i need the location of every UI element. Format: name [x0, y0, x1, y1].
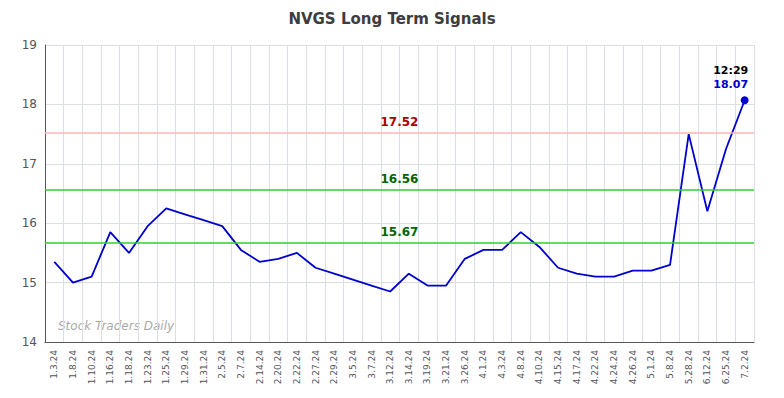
- svg-text:4.1.24: 4.1.24: [478, 350, 488, 379]
- svg-text:1.25.24: 1.25.24: [161, 350, 171, 385]
- svg-text:17.52: 17.52: [381, 115, 419, 129]
- svg-text:1.16.24: 1.16.24: [105, 350, 115, 385]
- svg-text:4.3.24: 4.3.24: [497, 350, 507, 379]
- svg-text:1.8.24: 1.8.24: [68, 350, 78, 379]
- svg-text:2.14.24: 2.14.24: [255, 350, 265, 385]
- svg-text:18.07: 18.07: [713, 78, 748, 91]
- svg-text:4.26.24: 4.26.24: [628, 350, 638, 385]
- svg-text:2.22.24: 2.22.24: [292, 350, 302, 385]
- svg-text:1.10.24: 1.10.24: [87, 350, 97, 385]
- svg-text:3.19.24: 3.19.24: [422, 350, 432, 385]
- svg-text:4.10.24: 4.10.24: [534, 350, 544, 385]
- svg-text:1.18.24: 1.18.24: [124, 350, 134, 385]
- svg-text:4.22.24: 4.22.24: [590, 350, 600, 385]
- svg-text:Stock Traders Daily: Stock Traders Daily: [58, 319, 175, 333]
- svg-text:NVGS Long Term Signals: NVGS Long Term Signals: [288, 10, 495, 28]
- svg-text:17: 17: [22, 157, 37, 171]
- svg-text:3.14.24: 3.14.24: [404, 350, 414, 385]
- svg-text:19: 19: [22, 38, 37, 52]
- svg-text:4.24.24: 4.24.24: [609, 350, 619, 385]
- svg-text:1.29.24: 1.29.24: [180, 350, 190, 385]
- svg-text:7.2.24: 7.2.24: [740, 350, 750, 379]
- svg-text:1.23.24: 1.23.24: [143, 350, 153, 385]
- svg-text:5.8.24: 5.8.24: [665, 350, 675, 379]
- svg-text:16: 16: [22, 216, 37, 230]
- svg-text:1.3.24: 1.3.24: [49, 350, 59, 379]
- svg-text:2.29.24: 2.29.24: [329, 350, 339, 385]
- svg-text:3.21.24: 3.21.24: [441, 350, 451, 385]
- svg-text:14: 14: [22, 335, 37, 349]
- svg-text:2.20.24: 2.20.24: [273, 350, 283, 385]
- svg-text:1.31.24: 1.31.24: [199, 350, 209, 385]
- svg-text:16.56: 16.56: [381, 172, 419, 186]
- svg-text:2.5.24: 2.5.24: [217, 350, 227, 379]
- svg-text:6.25.24: 6.25.24: [721, 350, 731, 385]
- svg-text:5.1.24: 5.1.24: [646, 350, 656, 379]
- svg-text:3.5.24: 3.5.24: [348, 350, 358, 379]
- svg-text:4.15.24: 4.15.24: [553, 350, 563, 385]
- svg-text:12:29: 12:29: [713, 64, 748, 77]
- svg-text:2.7.24: 2.7.24: [236, 350, 246, 379]
- svg-text:18: 18: [22, 97, 37, 111]
- svg-text:3.12.24: 3.12.24: [385, 350, 395, 385]
- svg-text:5.28.24: 5.28.24: [684, 350, 694, 385]
- svg-text:3.7.24: 3.7.24: [367, 350, 377, 379]
- svg-text:15: 15: [22, 276, 37, 290]
- svg-text:6.12.24: 6.12.24: [702, 350, 712, 385]
- svg-text:15.67: 15.67: [381, 225, 419, 239]
- svg-text:4.17.24: 4.17.24: [572, 350, 582, 385]
- svg-text:2.27.24: 2.27.24: [311, 350, 321, 385]
- svg-text:4.8.24: 4.8.24: [516, 350, 526, 379]
- svg-text:3.26.24: 3.26.24: [460, 350, 470, 385]
